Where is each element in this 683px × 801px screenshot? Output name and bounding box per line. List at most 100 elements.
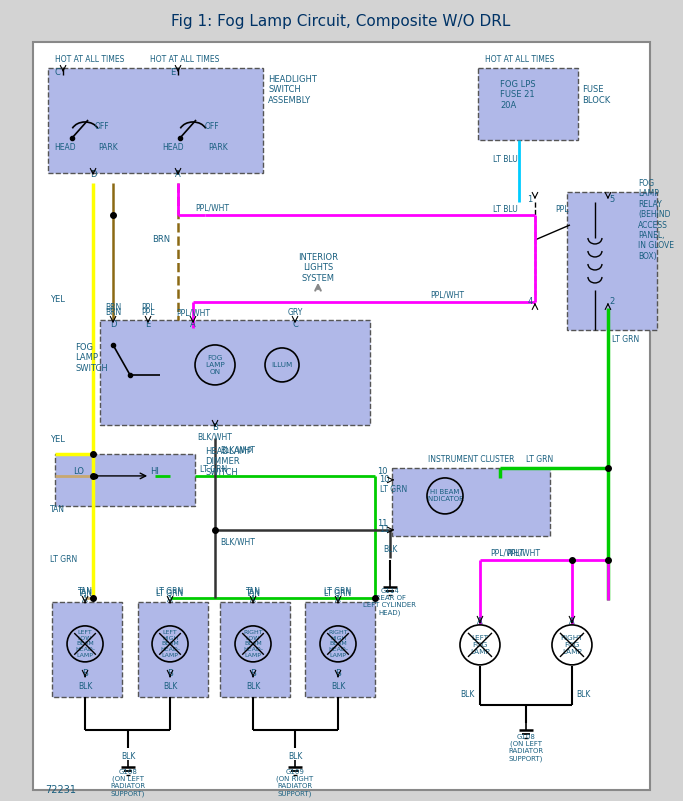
Text: BRN: BRN [105,304,121,312]
Text: TAN: TAN [78,587,92,597]
Text: FOG
LAMP
RELAY
(BEHIND
ACCESS
PANEL,
IN GLOVE
BOX): FOG LAMP RELAY (BEHIND ACCESS PANEL, IN … [638,179,674,261]
Text: RIGHT
HIGH
BEAM
HEAD-
LAMP: RIGHT HIGH BEAM HEAD- LAMP [328,630,348,658]
Text: 11: 11 [378,519,388,529]
Text: LO: LO [73,468,84,477]
Text: PPL/WHT: PPL/WHT [195,203,229,212]
Text: LT GRN: LT GRN [324,587,352,597]
Text: C: C [292,320,298,329]
Text: LT BLU: LT BLU [493,206,518,215]
Text: D: D [110,320,116,329]
Text: 1: 1 [527,195,533,204]
Bar [138,602,208,697]
Text: E: E [170,68,176,77]
Text: YEL: YEL [50,296,65,304]
Text: PPL: PPL [141,308,155,317]
Text: FOG LPS
FUSE 21
20A: FOG LPS FUSE 21 20A [500,80,535,110]
Text: HEADLAMP
DIMMER
SWITCH: HEADLAMP DIMMER SWITCH [205,447,252,477]
Text: B: B [82,670,88,678]
Text: BLK: BLK [121,752,135,762]
Bar [478,68,578,140]
Text: FOG
LAMP
SWITCH: FOG LAMP SWITCH [75,343,108,372]
Text: HI BEAM
INDICATOR: HI BEAM INDICATOR [426,489,464,502]
Text: LT GRN: LT GRN [324,590,352,598]
Text: LT GRN: LT GRN [200,465,227,474]
Text: BLK: BLK [288,752,302,762]
Text: 4: 4 [527,297,533,307]
Text: ILLUM: ILLUM [271,362,292,368]
Text: B: B [335,670,341,678]
Text: PPL/WHT: PPL/WHT [490,549,524,557]
Bar [305,602,375,697]
Bar [55,454,195,506]
Text: HOT AT ALL TIMES: HOT AT ALL TIMES [150,55,220,65]
Text: TAN: TAN [50,505,65,514]
Text: BLK/WHT: BLK/WHT [220,537,255,546]
Text: A: A [190,320,196,329]
Text: TAN: TAN [245,590,260,598]
Text: A: A [82,595,88,605]
Text: PPL/WHT: PPL/WHT [430,291,464,300]
Text: B: B [250,670,256,678]
Text: A: A [477,618,483,626]
Text: PARK: PARK [98,143,118,152]
Text: LT GRN: LT GRN [156,590,184,598]
Text: GRY: GRY [288,308,303,317]
Text: G109
(ON RIGHT
RADIATOR
SUPPORT): G109 (ON RIGHT RADIATOR SUPPORT) [277,769,313,797]
Text: OFF: OFF [205,123,219,131]
Bar [48,68,263,173]
Text: G108
(ON LEFT
RADIATOR
SUPPORT): G108 (ON LEFT RADIATOR SUPPORT) [111,769,145,797]
Text: BLK: BLK [163,682,177,691]
Text: 72231: 72231 [45,785,76,795]
Text: BLK: BLK [331,682,345,691]
Text: A: A [167,595,173,605]
Text: A: A [175,171,181,179]
Text: G108
(ON LEFT
RADIATOR
SUPPORT): G108 (ON LEFT RADIATOR SUPPORT) [508,734,544,762]
Text: INTERIOR
LIGHTS
SYSTEM: INTERIOR LIGHTS SYSTEM [298,253,338,283]
Text: A: A [335,595,341,605]
Text: G114
(REAR OF
LEFT CYLINDER
HEAD): G114 (REAR OF LEFT CYLINDER HEAD) [363,588,417,616]
Text: A: A [250,595,256,605]
Text: BRN: BRN [105,308,121,317]
Bar [567,192,657,330]
Bar [100,320,370,425]
Text: HOT AT ALL TIMES: HOT AT ALL TIMES [486,55,555,65]
Text: 2: 2 [609,297,615,307]
Text: HEADLIGHT
SWITCH
ASSEMBLY: HEADLIGHT SWITCH ASSEMBLY [268,75,317,105]
Text: LT GRN: LT GRN [156,587,184,597]
Text: BRN: BRN [152,235,170,244]
Text: 5: 5 [609,195,615,204]
Text: LT GRN: LT GRN [612,336,639,344]
Text: HOT AT ALL TIMES: HOT AT ALL TIMES [55,55,125,65]
Text: E: E [145,320,151,329]
Text: FUSE
BLOCK: FUSE BLOCK [582,85,610,105]
Text: Fig 1: Fog Lamp Circuit, Composite W/O DRL: Fig 1: Fog Lamp Circuit, Composite W/O D… [171,14,511,30]
Text: PPL: PPL [141,304,155,312]
Text: BLK: BLK [576,690,590,699]
Text: HEAD: HEAD [54,143,76,152]
Text: TAN: TAN [245,587,260,597]
Text: PPL/WHT: PPL/WHT [506,549,540,557]
Bar [52,602,122,697]
Text: INSTRUMENT CLUSTER: INSTRUMENT CLUSTER [428,456,514,465]
Text: LT GRN: LT GRN [50,555,77,565]
Text: B: B [212,424,218,433]
Text: BLK: BLK [78,682,92,691]
Text: PPL/WHT: PPL/WHT [176,308,210,317]
Text: LEFT
LOW
BEAM
HEAD-
LAMP: LEFT LOW BEAM HEAD- LAMP [75,630,95,658]
Text: HI: HI [150,468,159,477]
Text: LT GRN: LT GRN [527,456,554,465]
Text: BLK/WHT: BLK/WHT [197,433,232,441]
Text: LT BLU: LT BLU [493,155,518,164]
Text: PARK: PARK [208,143,228,152]
Bar [392,468,550,536]
Text: BLK/WHT: BLK/WHT [220,445,255,454]
Text: TAN: TAN [78,590,92,598]
Text: BLK: BLK [382,545,398,554]
Text: D: D [89,171,96,179]
Text: 10: 10 [380,476,390,485]
Text: BLK: BLK [460,690,475,699]
Text: HEAD: HEAD [163,143,184,152]
Text: YEL: YEL [50,436,65,445]
Text: C: C [54,68,60,77]
Text: 11: 11 [380,525,390,534]
